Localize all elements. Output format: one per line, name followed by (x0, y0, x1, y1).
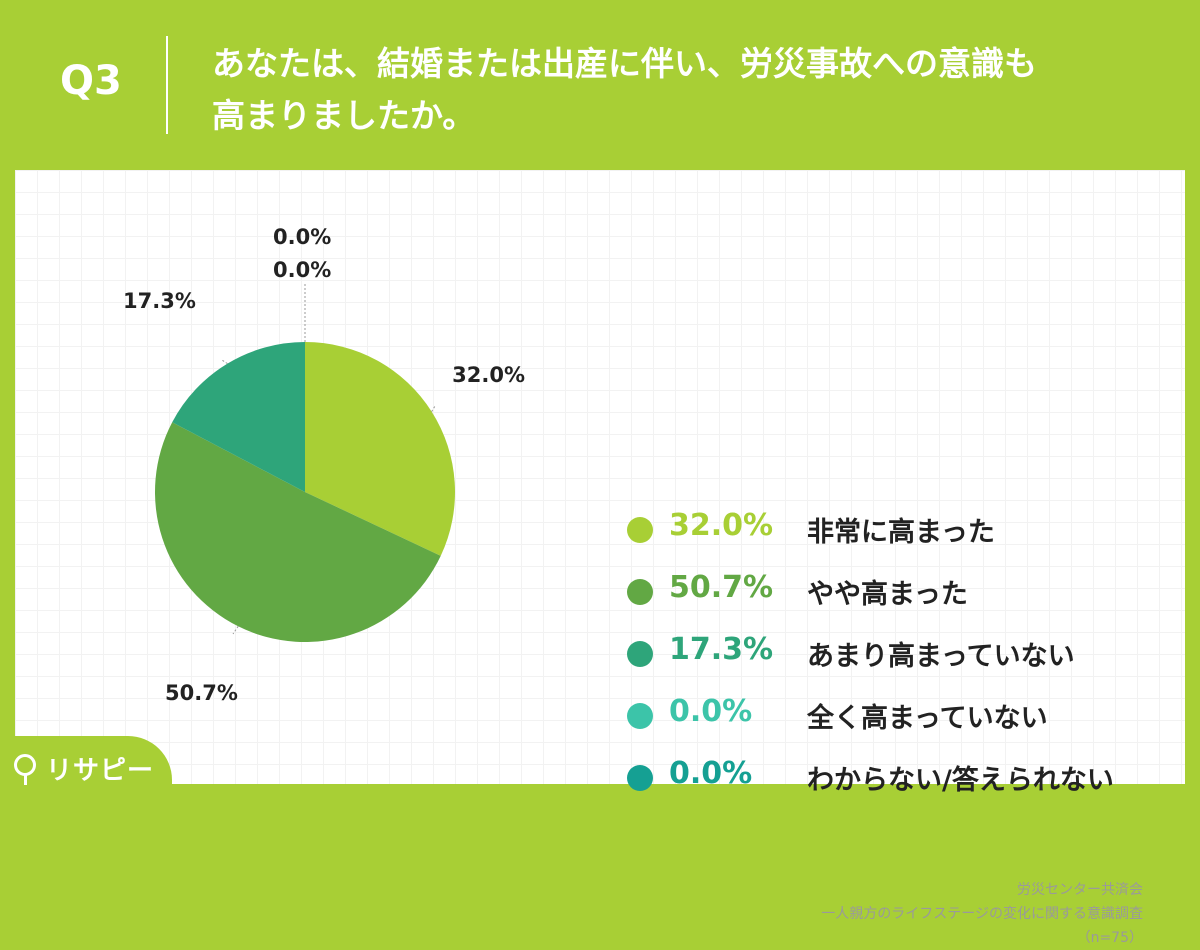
brand-logo: リサピー (0, 736, 172, 800)
legend-swatch (627, 703, 653, 729)
leader-line-3 (221, 359, 228, 365)
legend-swatch (627, 579, 653, 605)
leader-line-1 (431, 405, 436, 412)
legend-percentage: 0.0% (669, 756, 753, 791)
header-divider (166, 36, 168, 134)
question-number: Q3 (60, 58, 122, 104)
legend-percentage: 17.3% (669, 632, 774, 667)
data-label-4: 0.0% (273, 225, 331, 249)
pie-slice-2 (155, 422, 441, 642)
chart-card: 32.0% 50.7% 17.3% 0.0% 0.0% 32.0% 非常に高まった 50.7… (15, 170, 1185, 946)
legend-label: あまり高まっていない (807, 641, 1075, 672)
data-label-1: 32.0% (452, 363, 525, 387)
data-label-2: 50.7% (165, 681, 238, 705)
pie-slice-1 (305, 342, 455, 556)
legend-swatch (627, 765, 653, 791)
pie-chart: 32.0% 50.7% 17.3% 0.0% 0.0% (123, 225, 525, 705)
source-line-1: 労災センター共済会 (1017, 882, 1143, 898)
question-line-1: あなたは、結婚または出産に伴い、労災事故への意識も (212, 44, 1037, 83)
logo-text: リサピー (46, 756, 155, 786)
pie-slice-3 (172, 342, 305, 492)
source-line-2: 一人親方のライフステージの変化に関する意識調査 (821, 906, 1143, 922)
legend-label: やや高まった (807, 579, 968, 610)
source-line-3: （n=75） (1076, 930, 1143, 946)
data-label-5: 0.0% (273, 258, 331, 282)
header-band: Q3 あなたは、結婚または出産に伴い、労災事故への意識も 高まりましたか。 (0, 0, 1200, 168)
legend-percentage: 0.0% (669, 694, 753, 729)
question-text: あなたは、結婚または出産に伴い、労災事故への意識も 高まりましたか。 (212, 38, 1172, 142)
leader-line-2 (232, 626, 239, 635)
legend-percentage: 50.7% (669, 570, 774, 605)
legend-label: 非常に高まった (807, 517, 995, 548)
source-note: 労災センター共済会 一人親方のライフステージの変化に関する意識調査 （n=75） (821, 878, 1143, 950)
legend-percentage: 32.0% (669, 508, 774, 543)
legend-swatch (627, 517, 653, 543)
pin-icon (14, 754, 36, 785)
legend-swatch (627, 641, 653, 667)
question-line-2: 高まりましたか。 (212, 96, 476, 135)
legend-label: わからない/答えられない (807, 765, 1114, 796)
data-label-3: 17.3% (123, 289, 196, 313)
legend-label: 全く高まっていない (807, 703, 1048, 734)
